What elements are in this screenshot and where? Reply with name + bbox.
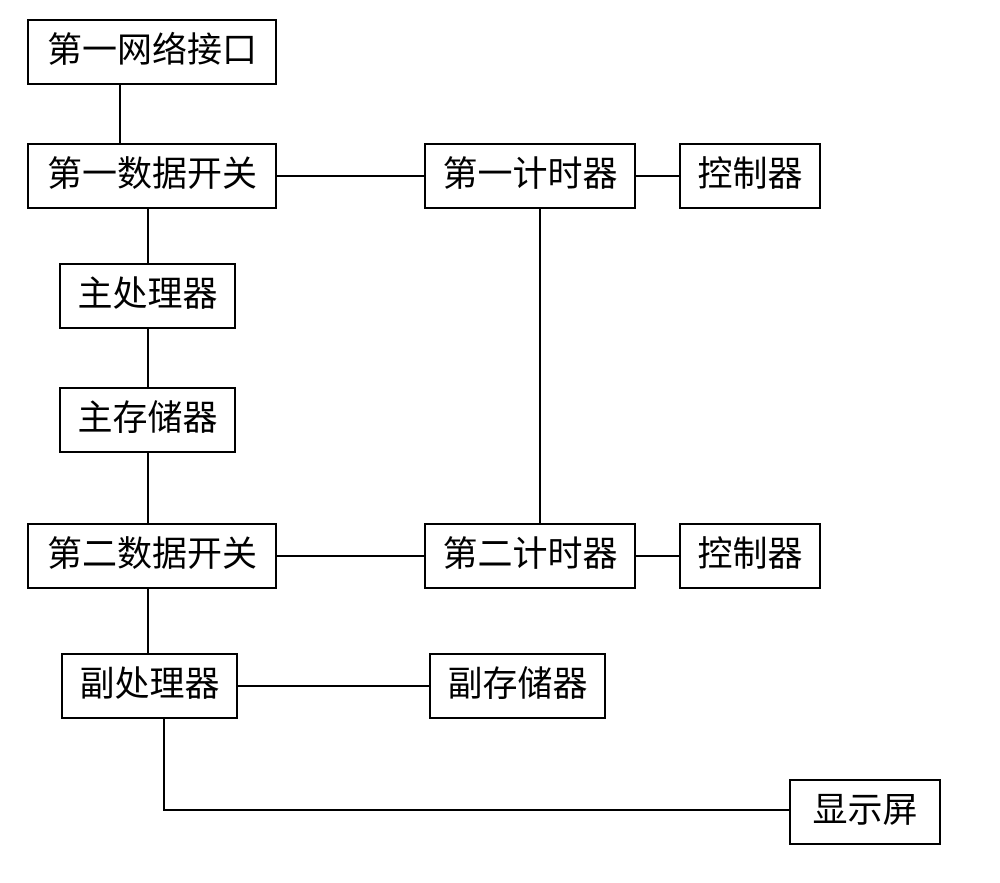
node-net1-label: 第一网络接口 bbox=[47, 31, 257, 70]
node-dataSw2-label: 第二数据开关 bbox=[47, 535, 257, 574]
node-coMem: 副存储器 bbox=[430, 654, 605, 718]
node-dataSw1-label: 第一数据开关 bbox=[47, 155, 257, 194]
node-mainProc-label: 主处理器 bbox=[77, 275, 217, 314]
node-ctrl2: 控制器 bbox=[680, 524, 820, 588]
diagram-canvas: 第一网络接口第一数据开关第一计时器控制器主处理器主存储器第二数据开关第二计时器控… bbox=[0, 0, 1000, 883]
node-mainProc: 主处理器 bbox=[60, 264, 235, 328]
node-timer2: 第二计时器 bbox=[425, 524, 635, 588]
node-timer1-label: 第一计时器 bbox=[442, 155, 617, 194]
node-display-label: 显示屏 bbox=[812, 791, 917, 830]
node-display: 显示屏 bbox=[790, 780, 940, 844]
node-timer1: 第一计时器 bbox=[425, 144, 635, 208]
edge-coProc-display bbox=[164, 718, 790, 810]
node-coProc: 副处理器 bbox=[62, 654, 237, 718]
node-timer2-label: 第二计时器 bbox=[442, 535, 617, 574]
node-coMem-label: 副存储器 bbox=[447, 665, 587, 704]
node-ctrl2-label: 控制器 bbox=[697, 535, 802, 574]
node-mainMem-label: 主存储器 bbox=[77, 399, 217, 438]
node-ctrl1-label: 控制器 bbox=[697, 155, 802, 194]
node-coProc-label: 副处理器 bbox=[79, 665, 219, 704]
node-dataSw1: 第一数据开关 bbox=[28, 144, 276, 208]
node-dataSw2: 第二数据开关 bbox=[28, 524, 276, 588]
node-mainMem: 主存储器 bbox=[60, 388, 235, 452]
node-net1: 第一网络接口 bbox=[28, 20, 276, 84]
node-ctrl1: 控制器 bbox=[680, 144, 820, 208]
